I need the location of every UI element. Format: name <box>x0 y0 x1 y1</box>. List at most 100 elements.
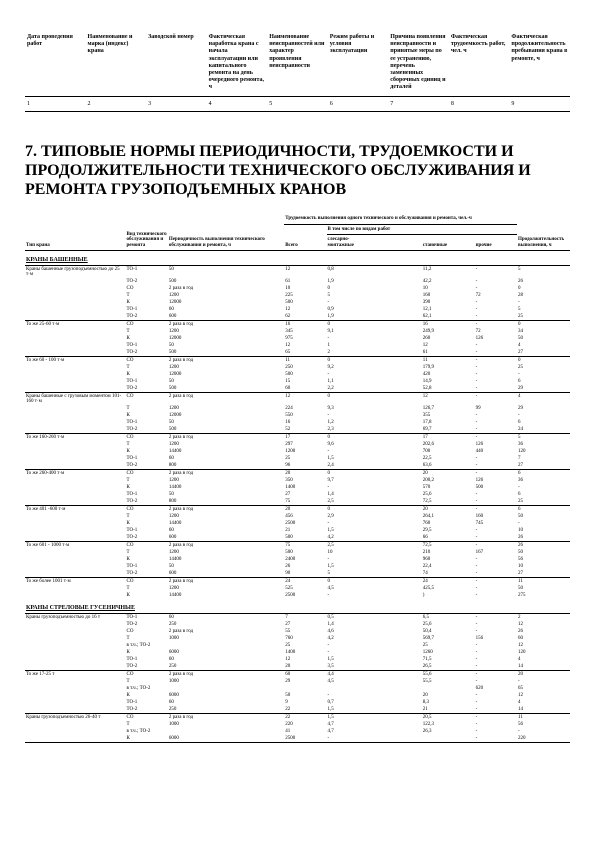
norm-cell <box>369 578 422 586</box>
norm-cell <box>369 635 422 642</box>
norm-cell: 5 <box>517 434 570 442</box>
norm-cell <box>369 470 422 478</box>
norm-cell: 1,5 <box>327 656 369 663</box>
norm-cell: 20 <box>284 470 326 478</box>
norm-cell: 2 раза в год <box>168 542 226 550</box>
top-header: Заводской номер <box>146 30 207 96</box>
norm-cell: 390 <box>422 299 475 306</box>
norm-cell: 225 <box>284 292 326 299</box>
norm-cell <box>226 506 284 514</box>
norm-cell <box>369 728 422 735</box>
norm-cell: - <box>475 692 517 699</box>
norm-cell: 500 <box>284 299 326 306</box>
norm-cell: 29,5 <box>422 527 475 534</box>
norm-cell: 2,4 <box>327 462 369 470</box>
norm-cell <box>369 419 422 426</box>
norm-cell <box>369 498 422 506</box>
norm-cell: ТО-2 <box>126 498 168 506</box>
norm-cell: 500 <box>284 371 326 378</box>
norm-cell: 1,4 <box>327 491 369 498</box>
norm-cell: 50 <box>517 513 570 520</box>
norm-cell: 12 <box>284 342 326 349</box>
norm-cell: 11 <box>284 357 326 365</box>
norm-cell: 60 <box>168 656 226 663</box>
norm-cell <box>369 706 422 714</box>
norm-cell: 50,4 <box>422 628 475 635</box>
norm-cell: 12 <box>284 393 326 406</box>
norm-cell: 525 <box>284 585 326 592</box>
norm-cell: 20 <box>517 671 570 679</box>
norm-cell <box>226 735 284 743</box>
norm-cell <box>226 292 284 299</box>
norm-cell: 1,5 <box>327 563 369 570</box>
norm-cell: 50 <box>168 378 226 385</box>
norm-cell <box>369 649 422 656</box>
norm-cell: ТО-1 <box>126 306 168 313</box>
norm-cell <box>226 455 284 462</box>
norm-cell: 10 <box>284 285 326 292</box>
th-type: Тип крана <box>25 214 126 251</box>
norm-cell <box>369 663 422 671</box>
th-labor: Трудоемкость выполнения одного техническ… <box>284 214 517 224</box>
norm-cell: 220 <box>517 735 570 743</box>
norm-cell: ТО-2 <box>126 570 168 578</box>
norm-cell: 15 <box>284 378 326 385</box>
norm-cell: 1,2 <box>327 419 369 426</box>
norm-cell <box>369 534 422 542</box>
top-colnum: 8 <box>449 96 510 111</box>
norm-cell <box>226 563 284 570</box>
norm-cell: - <box>475 699 517 706</box>
norm-cell <box>226 306 284 313</box>
norm-cell: 1,9 <box>327 278 369 285</box>
norm-cell <box>226 477 284 484</box>
norm-cell <box>369 342 422 349</box>
norm-cell: 345 <box>284 328 326 335</box>
norm-cell: - <box>475 735 517 743</box>
norm-cell <box>226 393 284 406</box>
norm-cell: 17,8 <box>422 419 475 426</box>
norm-cell: 4 <box>517 393 570 406</box>
norm-cell: 25 <box>517 364 570 371</box>
norm-cell <box>369 385 422 393</box>
norm-cell: 2400 <box>284 556 326 563</box>
norm-cell: 160 <box>475 513 517 520</box>
norm-cell: 0 <box>517 285 570 292</box>
norm-cell: - <box>475 656 517 663</box>
norm-cell: 12 <box>517 642 570 649</box>
th-total: Всего <box>284 224 326 251</box>
norm-cell: 27 <box>284 621 326 628</box>
norm-cell <box>422 685 475 692</box>
norm-cell: 4,7 <box>327 721 369 728</box>
top-colnum: 1 <box>25 96 86 111</box>
norm-cell: 60 <box>517 635 570 642</box>
norm-cell: ТО-2 <box>126 385 168 393</box>
norm-cell: К <box>126 299 168 306</box>
crane-name: То же 260-400 т·м <box>25 470 126 478</box>
norm-cell: 27 <box>517 570 570 578</box>
norm-cell: 2500 <box>284 520 326 527</box>
norm-cell: 2 <box>517 614 570 622</box>
norm-cell: СО <box>126 671 168 679</box>
norm-cell: 2 раза в год <box>168 506 226 514</box>
norm-cell: - <box>475 671 517 679</box>
norm-cell: - <box>475 663 517 671</box>
norm-cell <box>226 534 284 542</box>
norm-cell <box>226 621 284 628</box>
norm-cell <box>168 728 226 735</box>
norm-cell: ТО-1 <box>126 419 168 426</box>
norm-cell: 75 <box>284 498 326 506</box>
norm-cell: Т <box>126 477 168 484</box>
norm-cell <box>226 642 284 649</box>
norm-cell: СО <box>126 321 168 329</box>
norm-cell <box>369 542 422 550</box>
norm-cell: 11 <box>517 714 570 722</box>
norm-cell: 2,2 <box>327 385 369 393</box>
norm-cell: К <box>126 735 168 743</box>
norm-cell: 160 <box>422 292 475 299</box>
norm-cell: - <box>517 728 570 735</box>
norm-cell: 2 раза в год <box>168 285 226 292</box>
norm-cell <box>422 735 475 743</box>
norm-cell: 760 <box>422 520 475 527</box>
norm-cell: 500 <box>284 534 326 542</box>
norm-cell: 5 <box>327 570 369 578</box>
